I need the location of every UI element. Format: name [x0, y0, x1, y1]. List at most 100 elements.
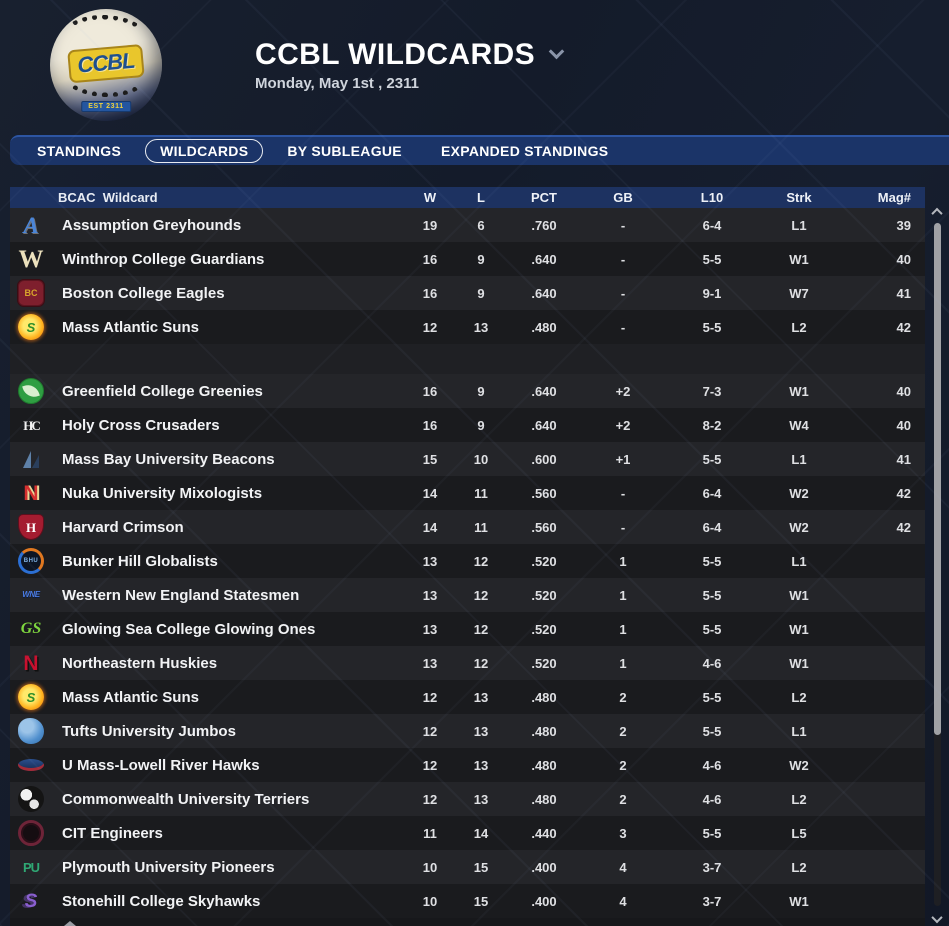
cell-gb: 1: [619, 587, 627, 603]
team-logo-icon: WNE: [22, 590, 40, 599]
cell-wins: 10: [422, 859, 438, 875]
cell-streak: L2: [791, 859, 807, 875]
team-row[interactable]: Commonwealth University Terriers 12 13 .…: [10, 782, 925, 816]
cell-wins: 11: [423, 825, 437, 841]
team-row[interactable]: PU Plymouth University Pioneers 10 15 .4…: [10, 850, 925, 884]
cell-pct: .480: [531, 689, 557, 705]
cell-streak: W2: [789, 485, 809, 501]
cell-pct: .640: [531, 285, 557, 301]
team-logo-icon: S: [24, 890, 38, 912]
cell-pct: .640: [531, 417, 557, 433]
cell-streak: L1: [791, 217, 807, 233]
team-logo-icon: [18, 786, 44, 812]
team-row[interactable]: GS Glowing Sea College Glowing Ones 13 1…: [10, 612, 925, 646]
standings-header-row: BCAC Wildcard W L PCT GB L10 Strk Mag#: [10, 187, 925, 208]
cell-wins: 12: [422, 689, 438, 705]
team-row[interactable]: S Mass Atlantic Suns 12 13 .480 - 5-5 L2…: [10, 310, 925, 344]
team-logo-icon: S: [18, 684, 44, 710]
cell-streak: W2: [789, 757, 809, 773]
column-header-w: W: [423, 190, 437, 205]
cell-pct: .520: [531, 587, 557, 603]
team-name: Stonehill College Skyhawks: [62, 892, 261, 910]
cell-pct: .400: [531, 893, 557, 909]
team-row[interactable]: BC Boston College Eagles 16 9 .640 - 9-1…: [10, 276, 925, 310]
cell-pct: .480: [531, 723, 557, 739]
cell-pct: .560: [531, 519, 557, 535]
cell-last10: 7-3: [702, 383, 722, 399]
cell-last10: 3-7: [702, 859, 722, 875]
chevron-down-icon: [548, 43, 565, 60]
tab-expanded-standings[interactable]: EXPANDED STANDINGS: [440, 143, 609, 159]
view-title-block: CCBL WILDCARDS Monday, May 1st , 2311: [255, 38, 565, 92]
cell-losses: 9: [477, 251, 485, 267]
team-name: Winthrop College Guardians: [62, 250, 265, 268]
scrollbar-thumb[interactable]: [934, 223, 941, 735]
cell-losses: 15: [473, 893, 489, 909]
cell-streak: L1: [791, 553, 807, 569]
team-row[interactable]: H Harvard Crimson 14 11 .560 - 6-4 W2 42: [10, 510, 925, 544]
cell-streak: W7: [789, 285, 809, 301]
scroll-up-button[interactable]: [929, 205, 945, 220]
team-row[interactable]: A Assumption Greyhounds 19 6 .760 - 6-4 …: [10, 208, 925, 242]
cell-pct: .560: [531, 485, 557, 501]
cell-magic-num: 41: [896, 285, 911, 301]
cell-losses: 14: [473, 825, 489, 841]
team-name: Nuka University Mixologists: [62, 484, 263, 502]
section-divider: [10, 344, 925, 374]
cell-last10: 5-5: [702, 587, 722, 603]
cell-losses: 6: [477, 217, 485, 233]
cell-gb: +2: [615, 417, 631, 433]
cell-streak: W2: [789, 519, 809, 535]
column-header-l10: L10: [700, 190, 724, 205]
team-logo-icon: S: [18, 314, 44, 340]
team-logo-icon: [18, 378, 44, 404]
cell-magic-num: 42: [896, 519, 911, 535]
cell-losses: 12: [473, 621, 489, 637]
team-logo-icon: N: [23, 481, 39, 505]
team-row[interactable]: N Nuka University Mixologists 14 11 .560…: [10, 476, 925, 510]
cell-wins: 14: [422, 485, 438, 501]
cell-last10: 5-5: [702, 621, 722, 637]
team-row[interactable]: S Stonehill College Skyhawks 10 15 .400 …: [10, 884, 925, 918]
page-title: CCBL WILDCARDS: [255, 38, 536, 71]
team-name: U Mass-Lowell River Hawks: [62, 756, 260, 774]
team-row[interactable]: Mass Bay University Beacons 15 10 .600 +…: [10, 442, 925, 476]
cell-pct: .440: [531, 825, 557, 841]
team-name: Bunker Hill Globalists: [62, 552, 218, 570]
cell-pct: .480: [531, 319, 557, 335]
team-name: Greenfield College Greenies: [62, 382, 263, 400]
cell-gb: 1: [619, 621, 627, 637]
team-name: Assumption Greyhounds: [62, 216, 242, 234]
cell-last10: 4-6: [702, 791, 722, 807]
cell-streak: L1: [791, 723, 807, 739]
team-row[interactable]: U Mass-Lowell River Hawks 12 13 .480 2 4…: [10, 748, 925, 782]
team-row[interactable]: Greenfield College Greenies 16 9 .640 +2…: [10, 374, 925, 408]
tab-by-subleague[interactable]: BY SUBLEAGUE: [287, 143, 402, 159]
cell-losses: 15: [473, 859, 489, 875]
cell-streak: L5: [791, 825, 807, 841]
team-logo-icon: N: [23, 651, 39, 675]
cell-pct: .480: [531, 791, 557, 807]
team-row[interactable]: CIT Engineers 11 14 .440 3 5-5 L5: [10, 816, 925, 850]
scroll-down-button[interactable]: [929, 911, 945, 926]
team-row[interactable]: HC Holy Cross Crusaders 16 9 .640 +2 8-2…: [10, 408, 925, 442]
tab-wildcards[interactable]: WILDCARDS: [145, 139, 264, 163]
column-header-gb: GB: [613, 190, 633, 205]
team-row[interactable]: WNE Western New England Statesmen 13 12 …: [10, 578, 925, 612]
team-row[interactable]: BHU Bunker Hill Globalists 13 12 .520 1 …: [10, 544, 925, 578]
tab-standings[interactable]: STANDINGS: [37, 143, 122, 159]
cell-pct: .520: [531, 553, 557, 569]
team-row[interactable]: W Winthrop College Guardians 16 9 .640 -…: [10, 242, 925, 276]
team-row[interactable]: S Mass Atlantic Suns 12 13 .480 2 5-5 L2: [10, 680, 925, 714]
team-name: CIT Engineers: [62, 824, 163, 842]
view-title-dropdown[interactable]: CCBL WILDCARDS: [255, 38, 565, 72]
league-logo-est: EST 2311: [81, 101, 131, 112]
cell-wins: 12: [422, 319, 438, 335]
team-row[interactable]: Tufts University Jumbos 12 13 .480 2 5-5…: [10, 714, 925, 748]
team-row[interactable]: N Northeastern Huskies 13 12 .520 1 4-6 …: [10, 646, 925, 680]
team-name: Northeastern Huskies: [62, 654, 218, 672]
cell-gb: 4: [619, 859, 627, 875]
cell-losses: 13: [473, 723, 489, 739]
cell-gb: 2: [619, 689, 627, 705]
cell-magic-num: 39: [896, 217, 911, 233]
